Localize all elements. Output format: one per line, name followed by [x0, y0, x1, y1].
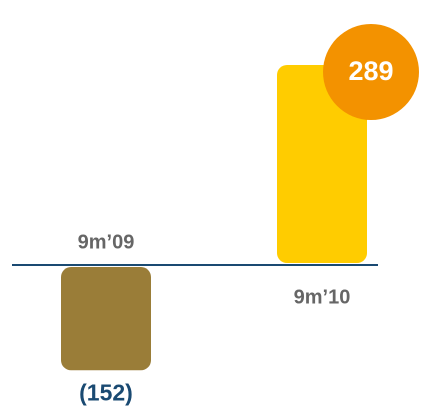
x-tick-label: 9m’10 — [294, 286, 351, 308]
x-tick-label: 9m’09 — [78, 231, 135, 253]
value-label: 289 — [348, 56, 393, 86]
bar — [277, 64, 367, 264]
bar — [61, 267, 151, 371]
value-badge — [323, 23, 419, 120]
value-label: (152) — [79, 379, 133, 405]
